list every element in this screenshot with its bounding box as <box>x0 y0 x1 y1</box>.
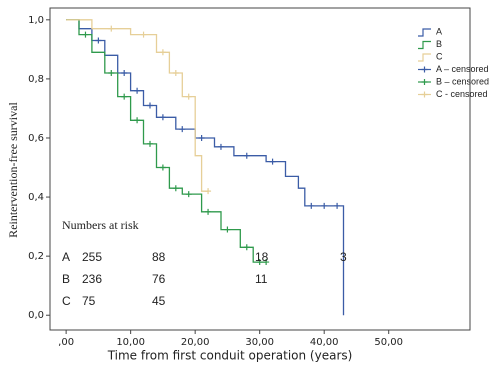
risk-count: 45 <box>152 294 166 308</box>
legend-symbol <box>418 40 431 50</box>
censor-mark <box>95 37 102 44</box>
censor-mark <box>159 114 166 121</box>
x-axis-title: Time from first conduit operation (years… <box>107 349 353 363</box>
x-tick-label: 10,00 <box>116 337 145 348</box>
risk-count: 255 <box>82 250 102 264</box>
censor-mark <box>108 25 115 32</box>
risk-count: 75 <box>82 294 96 308</box>
y-tick-label: 0,0 <box>28 310 44 321</box>
y-tick-label: 0,4 <box>28 192 44 203</box>
y-tick-label: 0,8 <box>28 74 44 85</box>
censor-mark <box>140 31 147 38</box>
legend-symbol <box>421 91 428 98</box>
censor-mark <box>308 202 315 209</box>
legend-label: C <box>436 51 443 61</box>
censor-mark <box>172 185 179 192</box>
censor-mark <box>217 143 224 150</box>
x-tick-label: 30,00 <box>245 337 274 348</box>
risk-row-label: C <box>62 294 71 308</box>
x-tick-label: 50,00 <box>374 337 403 348</box>
censor-mark <box>198 134 205 141</box>
legend-label: A – censored <box>436 64 489 74</box>
censor-mark <box>205 208 212 215</box>
censor-mark <box>243 244 250 251</box>
censor-mark <box>159 164 166 171</box>
risk-row-label: A <box>62 250 70 264</box>
censor-mark <box>134 87 141 94</box>
y-tick-label: 0,6 <box>28 133 44 144</box>
risk-row-label: B <box>62 272 70 286</box>
x-tick-label: 40,00 <box>310 337 339 348</box>
legend-symbol <box>421 79 428 85</box>
legend-symbol <box>418 53 431 62</box>
censor-mark <box>321 202 328 209</box>
y-tick-label: 0,2 <box>28 251 44 262</box>
risk-count: 11 <box>255 272 268 286</box>
risk-count: 236 <box>82 272 102 286</box>
censor-mark <box>147 102 153 109</box>
legend-symbol <box>418 28 431 37</box>
legend-label: B – censored <box>436 76 489 86</box>
censor-mark <box>147 140 153 147</box>
censor-mark <box>224 226 231 233</box>
censor-mark <box>185 93 192 100</box>
censor-mark <box>269 158 276 165</box>
risk-count: 18 <box>255 250 269 264</box>
censor-mark <box>134 117 141 124</box>
censor-mark <box>205 188 212 195</box>
censor-mark <box>334 202 341 209</box>
censor-mark <box>121 93 128 100</box>
x-tick-label: ,00 <box>58 337 74 348</box>
risk-count: 76 <box>152 272 166 286</box>
censor-mark <box>179 126 186 133</box>
censor-mark <box>108 69 115 76</box>
censor-mark <box>159 49 166 56</box>
censor-mark <box>82 31 89 38</box>
survival-curve <box>66 19 345 316</box>
legend-label: B <box>436 39 442 49</box>
censor-mark <box>185 191 192 198</box>
x-tick-label: 20,00 <box>181 337 210 348</box>
censor-mark <box>263 259 270 266</box>
legend-label: C - censored <box>436 89 488 99</box>
censor-mark <box>121 69 128 76</box>
survival-curve <box>66 19 267 263</box>
y-tick-label: 1,0 <box>28 15 44 26</box>
censor-mark <box>172 69 179 76</box>
censor-mark <box>256 259 263 266</box>
legend-label: A <box>436 26 442 36</box>
y-axis-title: Reintervention-free survival <box>6 102 20 238</box>
legend-symbol <box>421 66 428 73</box>
risk-count: 3 <box>340 250 347 264</box>
censor-mark <box>243 152 250 159</box>
risk-count: 88 <box>152 250 166 264</box>
risk-title: Numbers at risk <box>62 218 139 232</box>
